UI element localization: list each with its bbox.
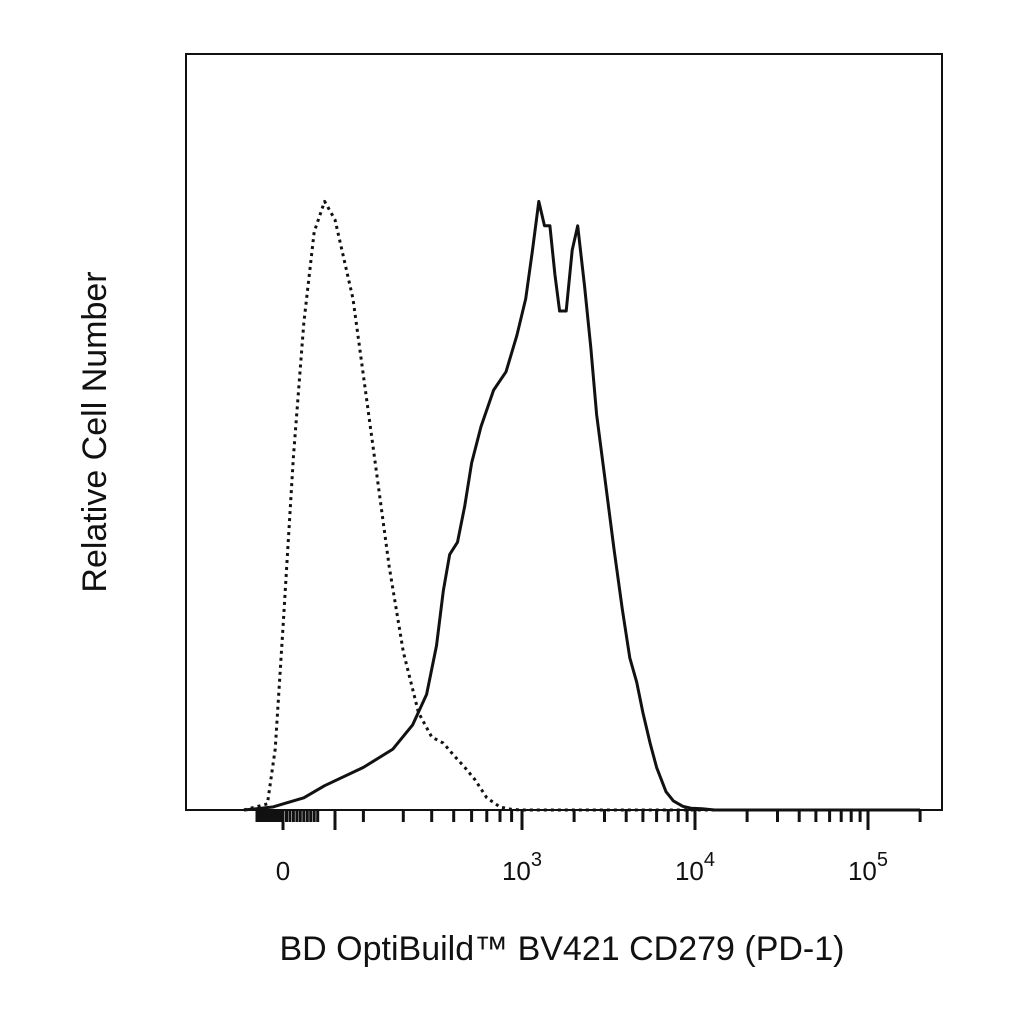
series-solid-histogram-line bbox=[243, 199, 921, 812]
series-dotted-histogram-line bbox=[243, 199, 921, 812]
x-tick-label: 104 bbox=[675, 849, 715, 886]
y-axis-label: Relative Cell Number bbox=[76, 271, 114, 592]
x-axis-tick-labels: 0 103 104 105 bbox=[276, 849, 888, 886]
x-tick-label: 0 bbox=[276, 856, 290, 886]
series-layer bbox=[243, 199, 921, 812]
plot-frame bbox=[185, 53, 943, 811]
x-axis-label: BD OptiBuild™ BV421 CD279 (PD-1) bbox=[279, 930, 844, 968]
x-axis-ticks bbox=[255, 810, 922, 830]
x-tick-label: 103 bbox=[502, 849, 542, 886]
x-tick-label: 105 bbox=[848, 849, 888, 886]
